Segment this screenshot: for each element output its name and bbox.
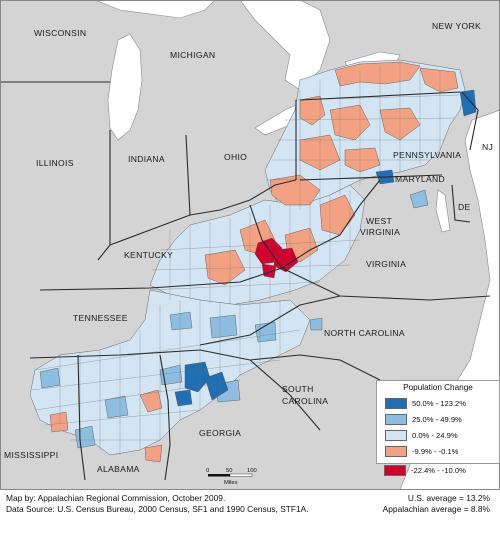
border-ky-wv — [249, 204, 283, 269]
legend-swatch — [385, 429, 407, 441]
legend-swatch — [385, 413, 407, 425]
appalachia-population-map: WISCONSIN MICHIGAN NEW YORK ILLINOIS IND… — [0, 0, 500, 490]
scale-bar: 0 50 100 Miles — [206, 468, 257, 486]
severe-decline-counties — [254, 237, 299, 279]
label-maryland: MARYLAND — [395, 174, 445, 184]
state-borders — [0, 81, 491, 481]
label-pennsylvania: PENNSYLVANIA — [393, 150, 461, 160]
border-va-nc — [281, 267, 491, 301]
legend-item: 0.0% - 24.9% — [385, 429, 458, 441]
legend-label: -9.9% - -0.1% — [412, 446, 459, 456]
border-in-oh — [185, 134, 191, 216]
legend-label: 50.0% - 123.2% — [412, 398, 467, 408]
label-south-carolina-1: SOUTH — [282, 384, 314, 394]
border-nc-sc — [249, 354, 381, 381]
chesapeake-bay — [435, 189, 451, 233]
state-labels: WISCONSIN MICHIGAN NEW YORK ILLINOIS IND… — [4, 21, 493, 474]
appalachian-average: Appalachian average = 8.8% — [382, 503, 490, 514]
legend-item: -9.9% - -0.1% — [385, 445, 458, 457]
label-nj: NJ — [482, 142, 493, 152]
label-indiana: INDIANA — [128, 154, 165, 164]
border-tn-nc — [199, 295, 341, 346]
legend-swatch — [384, 464, 406, 476]
legend-label: 25.0% - 49.9% — [412, 414, 462, 424]
us-average: U.S. average = 13.2% — [407, 493, 490, 503]
source-line: Data Source: U.S. Census Bureau, 2000 Ce… — [6, 503, 309, 514]
label-south-carolina-2: CAROLINA — [282, 396, 328, 406]
border-ohio-river — [109, 179, 297, 246]
label-michigan: MICHIGAN — [170, 50, 215, 60]
scale-tick-0: 0 — [206, 468, 209, 474]
label-georgia: GEORGIA — [199, 428, 241, 438]
legend: Population Change 50.0% - 123.2% 25.0% -… — [376, 380, 500, 464]
border-ny-pa — [299, 91, 461, 101]
border-ga-sc — [199, 349, 321, 431]
legend-label: 0.0% - 24.9% — [412, 430, 458, 440]
footer-credits: Map by: Appalachian Regional Commission,… — [6, 493, 309, 514]
legend-title: Population Change — [403, 383, 473, 392]
scale-unit: Miles — [224, 480, 238, 486]
scale-tick-100: 100 — [247, 468, 257, 474]
label-ohio: OHIO — [224, 152, 247, 162]
legend-item-last: -22.4% - -10.0% — [384, 464, 466, 476]
county-grid — [31, 62, 461, 455]
border-pa-md — [299, 174, 443, 181]
label-new-york: NEW YORK — [432, 21, 481, 31]
label-wisconsin: WISCONSIN — [34, 28, 86, 38]
credit-line: Map by: Appalachian Regional Commission,… — [6, 493, 226, 503]
label-de: DE — [458, 202, 471, 212]
label-illinois: ILLINOIS — [36, 158, 74, 168]
label-tennessee: TENNESSEE — [73, 313, 128, 323]
border-ms-al — [77, 354, 86, 481]
border-tn-south — [29, 349, 201, 359]
label-alabama: ALABAMA — [97, 464, 140, 474]
lake-superior — [94, 0, 216, 19]
legend-item: 25.0% - 49.9% — [385, 413, 462, 425]
lake-michigan — [107, 33, 143, 141]
label-kentucky: KENTUCKY — [124, 250, 173, 260]
border-nj — [461, 91, 479, 151]
label-virginia: VIRGINIA — [366, 259, 406, 269]
label-north-carolina: NORTH CAROLINA — [324, 328, 405, 338]
label-west-virginia-1: WEST — [366, 216, 392, 226]
footer-averages: U.S. average = 13.2% Appalachian average… — [383, 493, 490, 514]
border-ky-tn — [39, 267, 283, 291]
legend-label: -22.4% - -10.0% — [411, 465, 466, 475]
scale-tick-50: 50 — [226, 468, 232, 474]
growth-medium-counties — [39, 189, 429, 449]
legend-swatch — [385, 445, 407, 457]
border-de — [451, 184, 471, 223]
border-al-ga — [159, 354, 171, 481]
border-wv-va — [281, 179, 381, 269]
legend-item: 50.0% - 123.2% — [385, 397, 466, 409]
label-west-virginia-2: VIRGINIA — [360, 227, 400, 237]
legend-swatch — [385, 397, 407, 409]
label-mississippi: MISSISSIPPI — [4, 450, 58, 460]
